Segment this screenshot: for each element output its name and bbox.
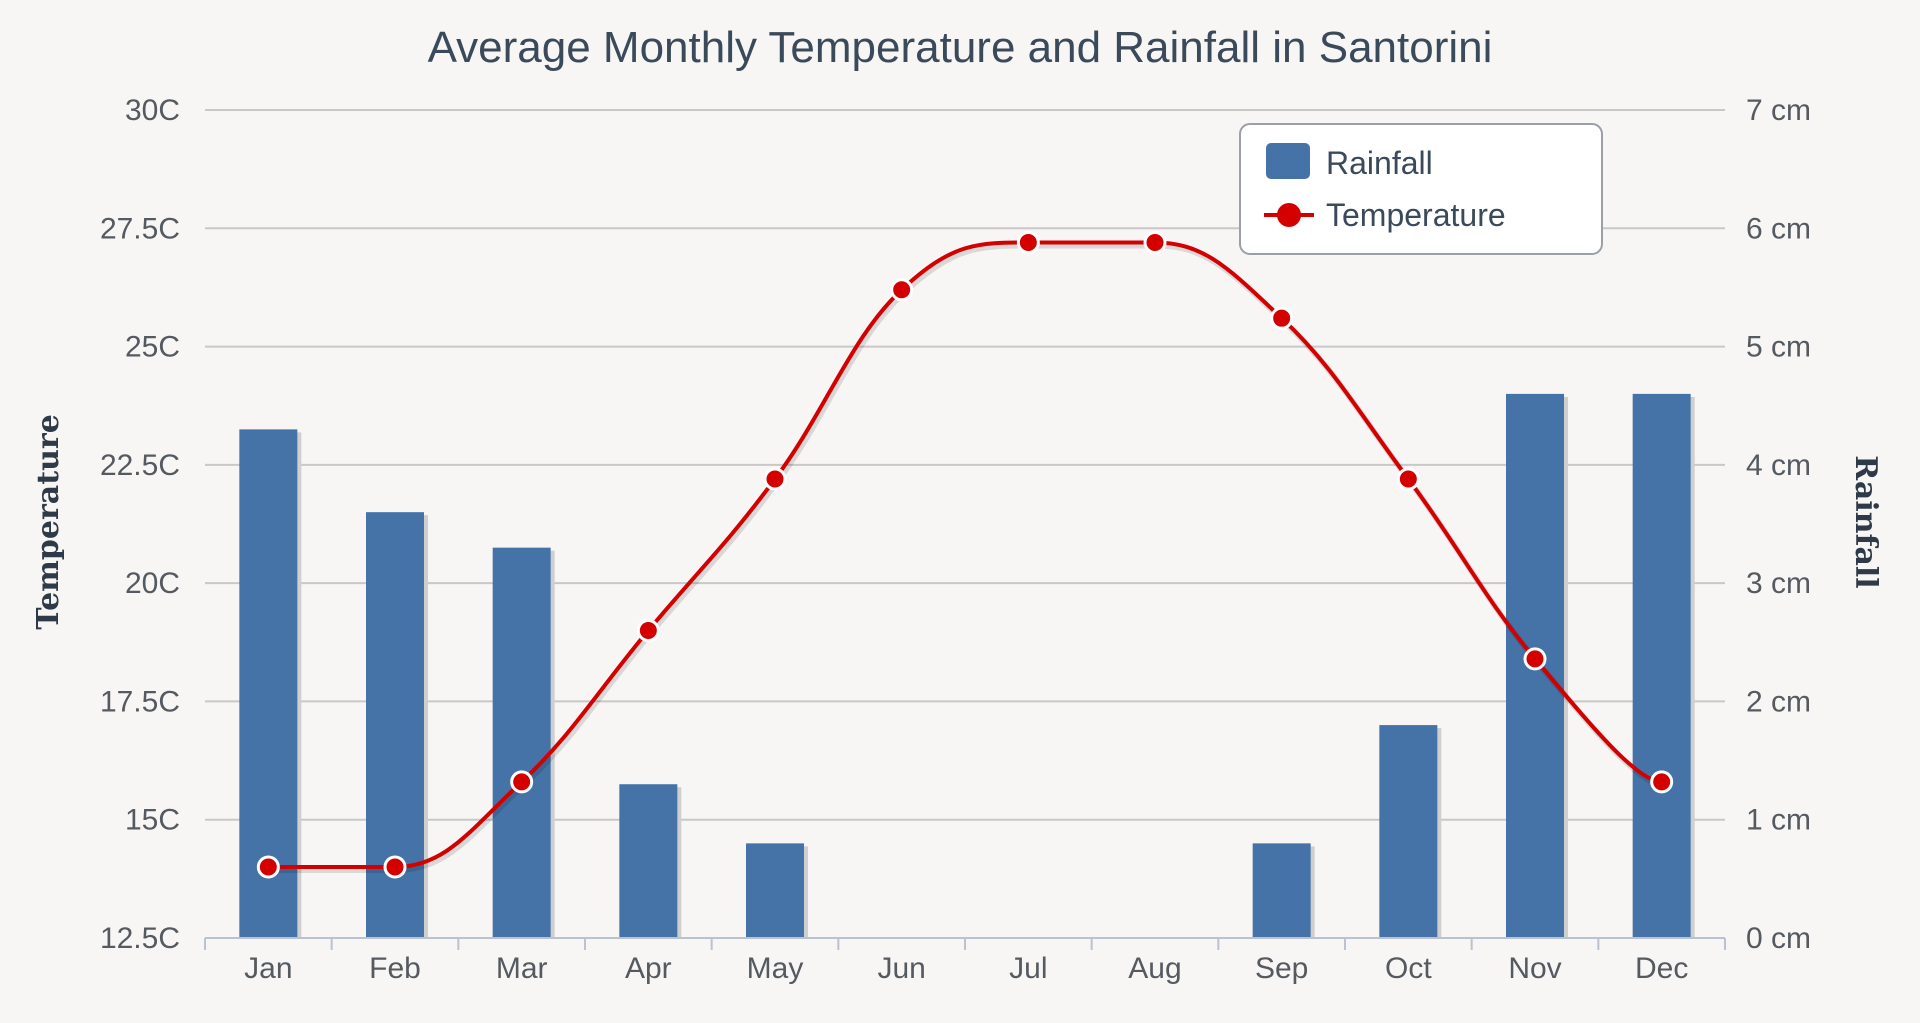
temperature-point — [383, 855, 407, 879]
temperature-point — [256, 855, 280, 879]
temperature-point — [1270, 306, 1294, 330]
legend-temperature-label[interactable]: Temperature — [1326, 197, 1506, 233]
temperature-point — [510, 770, 534, 794]
right-tick-label: 0 cm — [1746, 922, 1811, 955]
temperature-point — [636, 618, 660, 642]
temperature-point — [1523, 647, 1547, 671]
legend[interactable]: Rainfall Temperature — [1239, 123, 1603, 255]
left-tick-label: 22.5C — [100, 449, 180, 482]
temperature-line-layer — [256, 230, 1674, 879]
rainfall-bar — [239, 429, 298, 938]
rainfall-bar — [619, 784, 678, 938]
temperature-point — [1650, 770, 1674, 794]
temperature-point — [1016, 230, 1040, 254]
temperature-point — [763, 467, 787, 491]
x-tick-label: Dec — [1635, 952, 1688, 985]
right-tick-label: 2 cm — [1746, 685, 1811, 718]
legend-rainfall-label[interactable]: Rainfall — [1326, 145, 1433, 181]
right-tick-label: 7 cm — [1746, 94, 1811, 127]
grid-lines — [205, 109, 1725, 821]
temperature-line — [268, 240, 1662, 870]
left-tick-label: 20C — [125, 567, 180, 600]
rainfall-bar — [1632, 393, 1691, 938]
legend-box — [1239, 123, 1603, 255]
x-tick-label: May — [747, 952, 804, 985]
left-tick-label: 25C — [125, 331, 180, 364]
temperature-point — [1143, 230, 1167, 254]
x-tick-label: Jan — [244, 952, 292, 985]
temperature-point — [890, 278, 914, 302]
rainfall-bar — [492, 547, 551, 938]
x-tick-label: Nov — [1508, 952, 1561, 985]
left-tick-label: 30C — [125, 94, 180, 127]
x-tick-label: Jun — [877, 952, 925, 985]
rainfall-bar — [746, 843, 804, 938]
rainfall-bar — [1252, 843, 1311, 938]
legend-temperature-marker — [1277, 203, 1301, 227]
left-tick-label: 12.5C — [100, 922, 180, 955]
x-tick-label: Oct — [1385, 952, 1432, 985]
x-axis-ticks: Jan Feb Mar Apr May Jun Jul Aug Sep Oct Nov Dec — [204, 937, 1726, 985]
x-tick-label: Apr — [625, 952, 672, 985]
right-tick-label: 1 cm — [1746, 804, 1811, 837]
temperature-point — [1396, 467, 1420, 491]
chart-title: Average Monthly Temperature and Rainfall… — [428, 23, 1493, 72]
left-axis-title: Temperature — [31, 414, 66, 630]
rainfall-bar — [1379, 725, 1438, 938]
right-tick-label: 6 cm — [1746, 212, 1811, 245]
x-tick-label: Mar — [496, 952, 548, 985]
left-tick-label: 27.5C — [100, 212, 180, 245]
right-tick-label: 3 cm — [1746, 567, 1811, 600]
right-axis-ticks: 0 cm 1 cm 2 cm 3 cm 4 cm 5 cm 6 cm 7 cm — [1746, 94, 1811, 955]
right-tick-label: 5 cm — [1746, 331, 1811, 364]
legend-rainfall-swatch — [1266, 143, 1310, 179]
left-tick-label: 17.5C — [100, 685, 180, 718]
left-axis-ticks: 12.5C 15C 17.5C 20C 22.5C 25C 27.5C 30C — [100, 94, 180, 955]
temperature-line-shadow — [270, 242, 1665, 874]
rainfall-bars — [239, 393, 1695, 938]
x-tick-label: Aug — [1128, 952, 1181, 985]
x-tick-label: Feb — [369, 952, 421, 985]
left-tick-label: 15C — [125, 804, 180, 837]
x-tick-label: Jul — [1009, 952, 1047, 985]
right-axis-title: Rainfall — [1848, 455, 1883, 588]
x-tick-label: Sep — [1255, 952, 1308, 985]
right-tick-label: 4 cm — [1746, 449, 1811, 482]
